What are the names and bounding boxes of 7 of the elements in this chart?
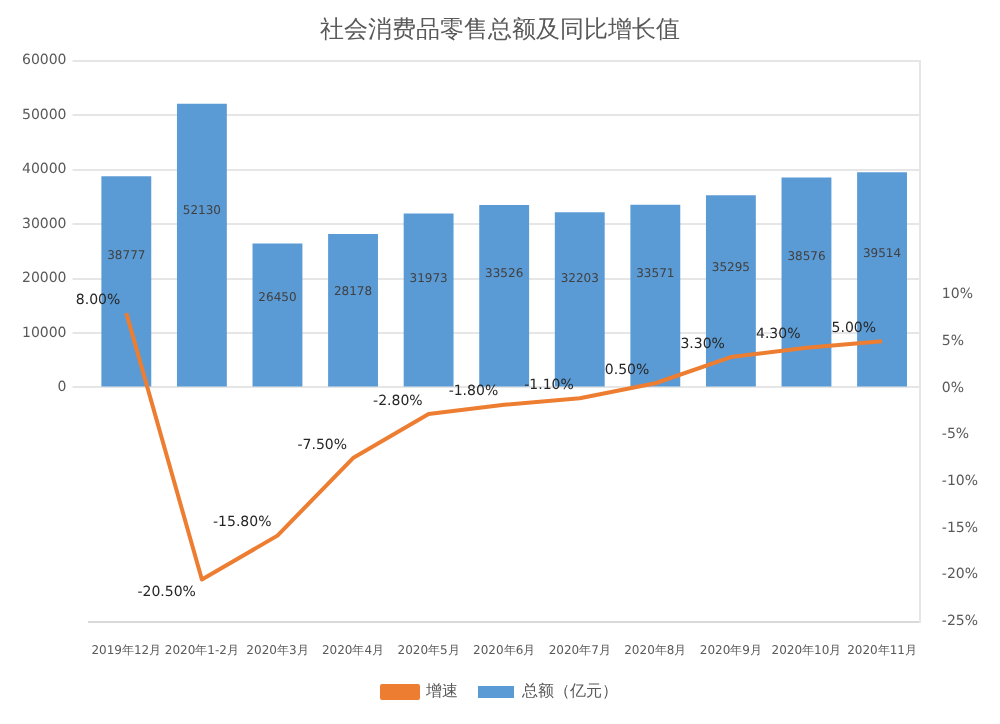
legend-label: 增速 [424, 682, 458, 701]
bar [176, 103, 227, 387]
bar [252, 243, 303, 387]
bar [328, 234, 378, 387]
bar [403, 213, 454, 387]
legend-label: 总额（亿元） [520, 682, 618, 701]
chart-title: 社会消费品零售总额及同比增长值 [320, 14, 680, 43]
